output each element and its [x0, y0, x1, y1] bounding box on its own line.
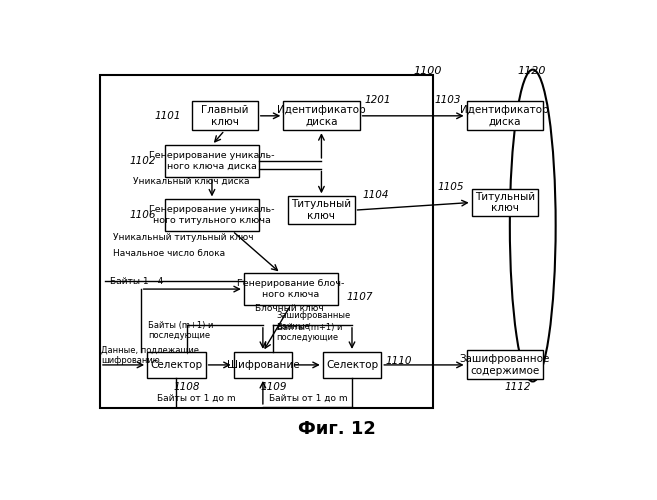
Bar — [192, 102, 258, 130]
Text: 1120: 1120 — [518, 66, 546, 76]
Bar — [288, 196, 355, 224]
Bar — [466, 350, 543, 380]
Text: Шифрование: Шифрование — [227, 360, 299, 370]
Bar — [466, 102, 543, 130]
Bar — [165, 145, 259, 176]
Text: Идентификатор
диска: Идентификатор диска — [461, 105, 549, 126]
Text: 1104: 1104 — [362, 190, 389, 200]
Text: 1109: 1109 — [260, 382, 287, 392]
Text: Генерирование уникаль-
ного титульного ключа: Генерирование уникаль- ного титульного к… — [149, 206, 275, 225]
Text: 1110: 1110 — [385, 356, 411, 366]
Bar — [100, 76, 434, 408]
Text: 1106: 1106 — [129, 210, 156, 220]
Text: Байты (m+1) и
последующие: Байты (m+1) и последующие — [148, 320, 214, 340]
Text: 1105: 1105 — [438, 182, 464, 192]
Bar — [165, 200, 259, 231]
Text: 1102: 1102 — [129, 156, 156, 166]
Text: 1108: 1108 — [173, 382, 200, 392]
Text: Зашифрованные
данные: Зашифрованные данные — [277, 312, 351, 330]
Text: Селектор: Селектор — [150, 360, 202, 370]
Text: Блочный ключ: Блочный ключ — [256, 304, 324, 313]
Text: Селектор: Селектор — [326, 360, 378, 370]
Text: Идентификатор
диска: Идентификатор диска — [277, 105, 366, 126]
Text: Байты от 1 до m: Байты от 1 до m — [269, 394, 348, 404]
Bar — [234, 352, 292, 378]
Text: Байты 1 - 4: Байты 1 - 4 — [110, 277, 164, 286]
Bar — [472, 188, 538, 216]
Text: Байты (m+1) и
последующие: Байты (m+1) и последующие — [277, 323, 342, 342]
Bar — [147, 352, 206, 378]
Text: Титульный
ключ: Титульный ключ — [291, 200, 351, 221]
Text: 1107: 1107 — [347, 292, 373, 302]
Text: Зашифрованное
содержимое: Зашифрованное содержимое — [459, 354, 550, 376]
Text: Байты от 1 до m: Байты от 1 до m — [158, 394, 236, 404]
Text: 1112: 1112 — [505, 382, 532, 392]
Text: 1201: 1201 — [365, 96, 391, 106]
Bar — [244, 274, 338, 305]
Text: Титульный
ключ: Титульный ключ — [474, 192, 535, 213]
Text: Уникальный ключ диска: Уникальный ключ диска — [133, 177, 250, 186]
Text: Начальное число блока: Начальное число блока — [113, 249, 225, 258]
Text: 1101: 1101 — [155, 111, 181, 121]
Bar — [283, 102, 359, 130]
Text: Генерирование блоч-
ного ключа: Генерирование блоч- ного ключа — [237, 280, 344, 299]
Text: Фиг. 12: Фиг. 12 — [298, 420, 376, 438]
Text: Главный
ключ: Главный ключ — [201, 105, 248, 126]
Bar — [323, 352, 381, 378]
Text: Уникальный титульный ключ: Уникальный титульный ключ — [113, 232, 253, 241]
Text: 1103: 1103 — [435, 96, 461, 106]
Text: Генерирование уникаль-
ного ключа диска: Генерирование уникаль- ного ключа диска — [149, 151, 275, 171]
Text: 1100: 1100 — [413, 66, 442, 76]
Text: Данные, подлежащие
шифрованию: Данные, подлежащие шифрованию — [101, 346, 199, 366]
